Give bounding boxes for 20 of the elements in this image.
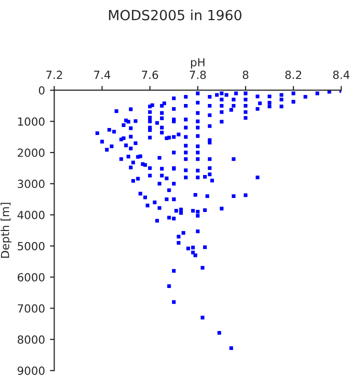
y-tick-label: 0 bbox=[38, 86, 44, 95]
y-tick-label: 3000 bbox=[18, 180, 44, 188]
chart-title: MODS2005 in 1960 bbox=[109, 10, 242, 20]
x-tick-label: 8.4 bbox=[333, 70, 350, 80]
y-tick-label: 7000 bbox=[18, 304, 44, 313]
y-tick-label: 5000 bbox=[18, 242, 44, 250]
y-tick-label: 2000 bbox=[18, 148, 44, 157]
x-tick-label: 8.2 bbox=[285, 70, 302, 80]
y-tick-label: 1000 bbox=[18, 117, 44, 126]
y-tick-label: 9000 bbox=[18, 366, 44, 375]
x-tick-label: 8 bbox=[242, 70, 248, 80]
y-tick-label: 4000 bbox=[17, 210, 44, 220]
x-tick-label: 7.6 bbox=[142, 70, 158, 80]
x-tick-label: 7.2 bbox=[46, 70, 62, 79]
x-tick-label: 7.4 bbox=[94, 70, 110, 79]
x-tick-label: 7.8 bbox=[190, 70, 206, 80]
x-axis-title: pH bbox=[191, 58, 204, 69]
y-tick-label: 6000 bbox=[18, 273, 44, 282]
y-tick-label: 8000 bbox=[18, 335, 44, 344]
y-axis-title: Depth [m] bbox=[0, 202, 12, 258]
